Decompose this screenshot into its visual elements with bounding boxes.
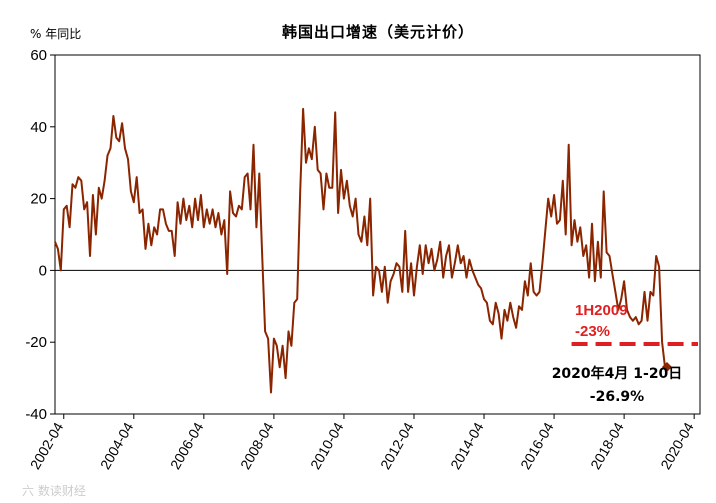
- x-tick-label: 2008-04: [237, 419, 277, 472]
- x-tick-label: 2020-04: [657, 419, 697, 472]
- endpoint-label: 2020年4月 1-20日: [552, 365, 683, 382]
- x-tick-label: 2018-04: [587, 419, 627, 472]
- x-tick-label: 2014-04: [447, 419, 487, 472]
- y-tick-label: 40: [30, 119, 47, 136]
- x-tick-label: 2012-04: [377, 419, 417, 472]
- x-tick-label: 2006-04: [167, 419, 207, 472]
- y-tick-label: 60: [30, 47, 47, 64]
- y-tick-label: 20: [30, 191, 47, 208]
- watermark-text: 六 数读财经: [22, 483, 86, 498]
- y-axis-label: % 年同比: [30, 27, 81, 41]
- y-tick-label: 0: [39, 262, 47, 279]
- chart-title: 韩国出口增速（美元计价）: [282, 23, 474, 41]
- x-tick-label: 2002-04: [27, 419, 67, 472]
- reference-label: 1H2009: [575, 302, 628, 319]
- reference-value-label: -23%: [575, 323, 610, 340]
- y-tick-label: -20: [25, 334, 47, 351]
- x-tick-label: 2010-04: [307, 419, 347, 472]
- endpoint-value-label: -26.9%: [590, 389, 644, 405]
- plot-frame: [54, 54, 701, 415]
- x-tick-label: 2016-04: [517, 419, 557, 472]
- y-tick-label: -40: [25, 406, 47, 423]
- endpoint-marker: [661, 361, 672, 372]
- x-tick-label: 2004-04: [97, 419, 137, 472]
- series-line: [54, 107, 666, 394]
